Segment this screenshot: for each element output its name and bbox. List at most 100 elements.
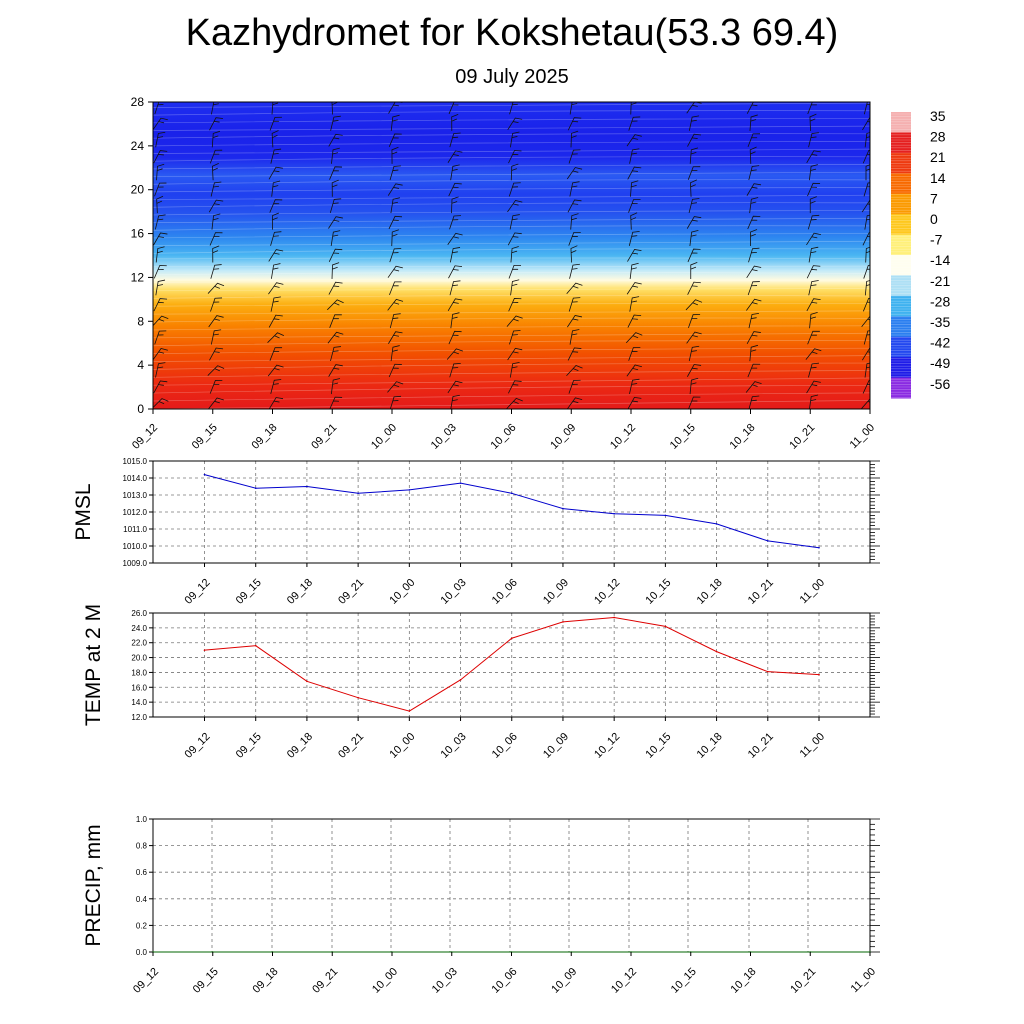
colorbar-label: -35	[930, 314, 950, 330]
wind-barb	[806, 232, 821, 246]
wind-barb	[688, 115, 700, 131]
wind-barb	[207, 365, 225, 376]
wind-barb	[209, 232, 223, 246]
wind-barb	[628, 199, 641, 213]
x-tick-label: 10_12	[592, 577, 622, 607]
wind-barb	[688, 198, 700, 214]
wind-barb	[450, 394, 460, 409]
wind-barb	[567, 199, 582, 213]
colorbar-swatch	[891, 255, 911, 276]
x-tick-label: 10_18	[695, 731, 725, 761]
contour-line	[153, 400, 870, 409]
wind-barb	[210, 329, 222, 345]
wind-barb	[271, 180, 281, 197]
wind-barb	[329, 166, 342, 180]
wind-barb	[390, 345, 400, 362]
x-tick-label: 10_12	[609, 966, 639, 996]
colorbar-label: 7	[930, 190, 938, 206]
wind-barb	[451, 113, 459, 131]
y-tick-label: 1011.0	[123, 525, 147, 534]
colorbar-label: 35	[930, 108, 946, 124]
y-tick-label: 24	[131, 139, 145, 153]
y-tick-label: 0.8	[136, 842, 148, 851]
wind-barb	[389, 395, 402, 409]
wind-barb	[749, 197, 759, 214]
colorbar-label: -42	[930, 335, 950, 351]
wind-barb	[686, 102, 702, 114]
colorbar-swatch	[891, 377, 911, 399]
colorbar-label: -56	[930, 376, 950, 392]
wind-barb	[748, 312, 759, 329]
y-tick-label: 12	[131, 270, 145, 284]
colorbar-swatch	[891, 173, 911, 195]
wind-barb	[449, 215, 461, 230]
colorbar-label: -7	[930, 232, 943, 248]
wind-barb	[153, 398, 169, 409]
wind-barb	[449, 247, 461, 263]
wind-barb	[627, 314, 642, 328]
x-tick-label: 10_09	[548, 422, 578, 452]
wind-barb	[566, 167, 583, 180]
wind-barb	[451, 196, 459, 214]
wind-barb	[685, 299, 703, 311]
contour-line	[153, 125, 870, 131]
wind-barb	[388, 331, 403, 344]
wind-barb	[688, 314, 701, 329]
wind-barb	[269, 199, 283, 213]
x-tick-label: 09_12	[183, 577, 213, 607]
data-point	[766, 670, 769, 673]
wind-barb	[629, 262, 639, 279]
wind-barb	[807, 214, 820, 230]
wind-barb	[806, 150, 821, 164]
wind-barb	[626, 364, 642, 377]
wind-barb	[448, 102, 459, 115]
wind-barb	[806, 265, 821, 279]
x-tick-label: 10_15	[669, 966, 699, 996]
x-tick-label: 09_21	[310, 966, 340, 996]
x-tick-label: 09_21	[309, 422, 339, 452]
wind-barb	[570, 245, 578, 263]
wind-barb	[506, 397, 523, 409]
contour-line	[153, 310, 870, 315]
data-point	[408, 710, 411, 712]
wind-barb	[389, 248, 402, 263]
x-tick-label: 10_09	[541, 731, 571, 761]
wind-barb	[212, 245, 220, 263]
plot-area	[153, 613, 870, 717]
wind-barb	[154, 330, 167, 345]
wind-barb	[628, 230, 640, 246]
colorbar-swatch	[891, 336, 911, 358]
wind-barb	[270, 379, 282, 394]
wind-barb	[509, 330, 521, 345]
wind-barb	[447, 150, 463, 163]
wind-barb	[629, 148, 640, 164]
wind-barb	[387, 183, 403, 196]
wind-barb	[689, 229, 699, 247]
wind-barb	[267, 364, 284, 377]
wind-barb	[746, 183, 762, 196]
y-tick-label: 14.0	[131, 698, 147, 707]
wind-barb	[508, 380, 522, 394]
y-axis-label: PRECIP, mm	[82, 824, 105, 946]
wind-barb	[387, 381, 404, 393]
y-tick-label: 18.0	[131, 668, 147, 677]
wind-barb	[387, 265, 403, 278]
x-tick-label: 10_03	[439, 731, 469, 761]
wind-barb	[569, 263, 580, 279]
wind-barb	[807, 330, 820, 345]
x-tick-label: 10_15	[643, 731, 673, 761]
wind-barb	[749, 344, 759, 362]
x-tick-label: 10_09	[549, 966, 579, 996]
x-tick-label: 10_18	[695, 577, 725, 607]
wind-barb	[566, 365, 583, 377]
x-tick-label: 11_00	[798, 577, 828, 607]
x-tick-label: 10_21	[746, 577, 776, 607]
x-tick-label: 11_00	[798, 731, 828, 761]
contour-line	[153, 217, 870, 223]
wind-barb	[567, 117, 582, 131]
wind-barb	[449, 132, 461, 148]
wind-barb	[864, 214, 870, 230]
wind-barb	[387, 298, 404, 311]
x-tick-label: 10_00	[387, 577, 417, 607]
